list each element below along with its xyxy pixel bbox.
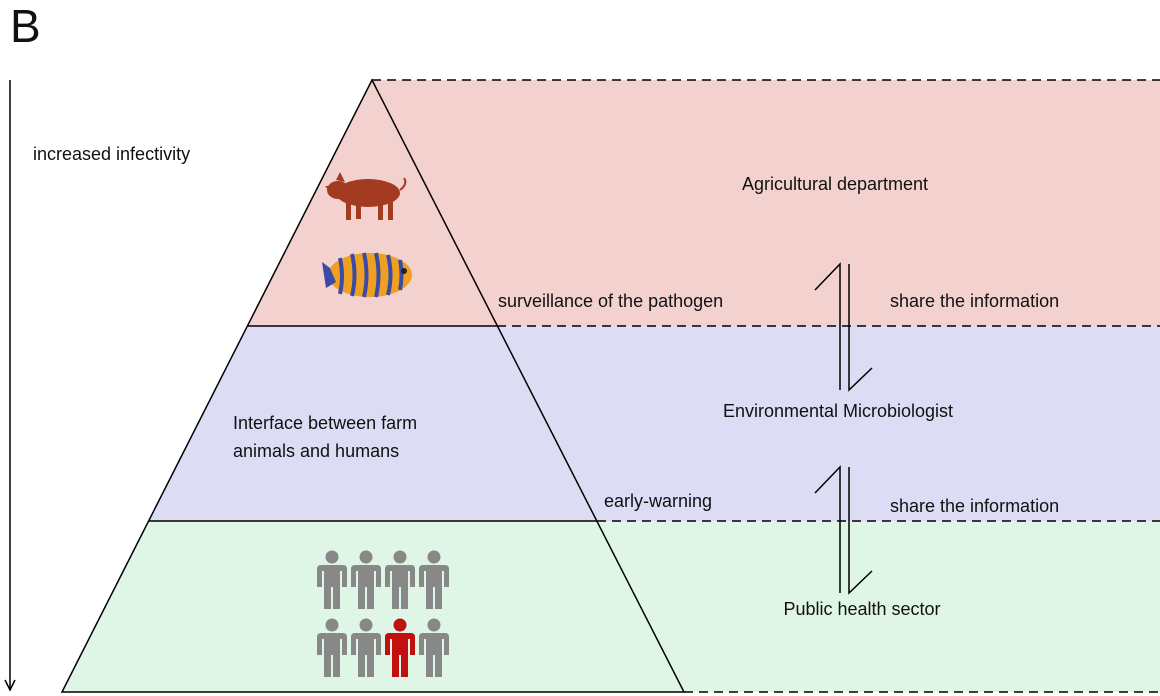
level-name: Agricultural department	[742, 174, 928, 194]
right-note: share the information	[890, 291, 1059, 311]
pig-icon	[325, 172, 407, 220]
right-note: share the information	[890, 496, 1059, 516]
dashed-lines	[372, 79, 1160, 693]
pyramid-label: animals and humans	[233, 441, 399, 461]
exchange-arrows	[814, 262, 873, 595]
band-environmental	[149, 326, 1160, 521]
level-name: Environmental Microbiologist	[723, 401, 953, 421]
pyramid	[60, 78, 686, 693]
panel-label: B	[10, 0, 41, 52]
left-note: early-warning	[604, 491, 712, 511]
axis-label: increased infectivity	[33, 144, 190, 164]
band-public	[62, 521, 1160, 692]
left-note: surveillance of the pathogen	[498, 291, 723, 311]
band-agricultural	[248, 80, 1160, 326]
level-name: Public health sector	[783, 599, 940, 619]
pyramid-label: Interface between farm	[233, 413, 417, 433]
infectivity-arrow	[4, 80, 16, 692]
fish-icon	[322, 252, 412, 298]
